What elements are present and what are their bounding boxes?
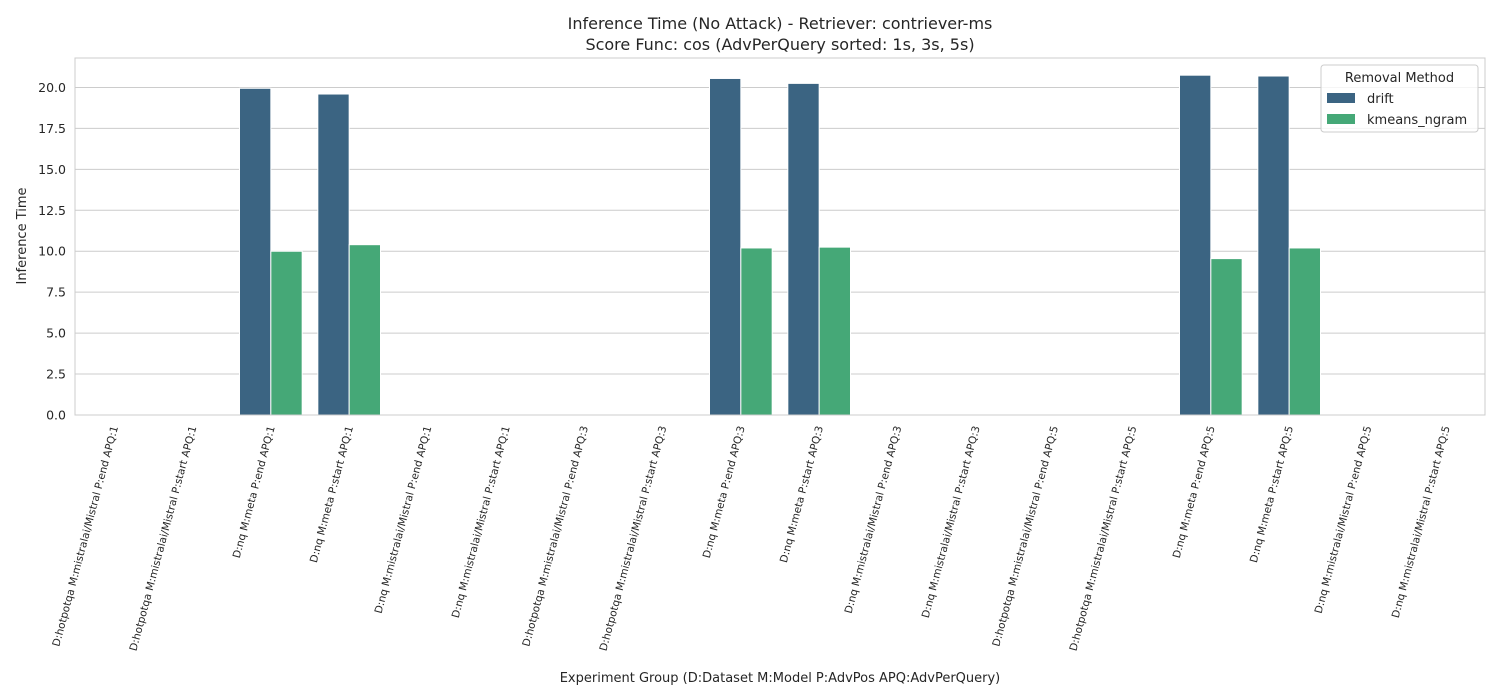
legend-swatch-drift: [1327, 93, 1355, 103]
y-tick-label: 7.5: [46, 285, 66, 300]
x-tick-label: D:hotpotqa M:mistralai/Mistral P:start A…: [598, 425, 670, 653]
x-tick-label: D:nq M:meta P:end APQ:3: [701, 425, 748, 560]
x-tick-label: D:nq M:meta P:end APQ:5: [1171, 425, 1218, 560]
x-tick-label: D:hotpotqa M:mistralai/Mistral P:end APQ…: [50, 425, 121, 648]
bar-drift: [317, 93, 350, 416]
y-tick-label: 12.5: [38, 203, 66, 218]
x-tick-label: D:hotpotqa M:mistralai/Mistral P:end APQ…: [990, 425, 1061, 648]
legend-swatch-kmeans-ngram: [1327, 114, 1355, 124]
bars: [239, 74, 1321, 416]
plot-frame: [74, 57, 1486, 416]
x-tick-label: D:nq M:meta P:end APQ:1: [231, 425, 278, 560]
chart-subtitle: Score Func: cos (AdvPerQuery sorted: 1s,…: [585, 35, 974, 54]
bar-kmeans-ngram: [1210, 258, 1243, 416]
legend-title: Removal Method: [1345, 71, 1454, 86]
y-tick-label: 20.0: [38, 80, 66, 95]
bar-drift: [709, 77, 742, 416]
bar-kmeans-ngram: [1288, 247, 1321, 416]
y-axis-label: Inference Time: [15, 187, 30, 284]
bar-kmeans-ngram: [740, 247, 773, 416]
x-tick-label: D:nq M:mistralai/Mistral P:start APQ:1: [450, 425, 513, 620]
y-tick-label: 17.5: [38, 121, 66, 136]
x-tick-label: D:hotpotqa M:mistralai/Mistral P:start A…: [1068, 425, 1140, 653]
chart-title: Inference Time (No Attack) - Retriever: …: [568, 14, 993, 33]
y-tick-labels: 0.0 2.5 5.0 7.5 10.0 12.5 15.0 17.5 20.0: [38, 80, 66, 423]
y-tick-label: 5.0: [46, 326, 66, 341]
bar-kmeans-ngram: [818, 246, 852, 416]
bar-kmeans-ngram: [270, 250, 303, 416]
x-tick-label: D:nq M:meta P:start APQ:3: [778, 425, 826, 564]
x-tick-label: D:nq M:mistralai/Mistral P:end APQ:5: [1313, 425, 1375, 615]
bar-drift: [1257, 75, 1290, 416]
x-axis-label: Experiment Group (D:Dataset M:Model P:Ad…: [560, 671, 1001, 686]
x-tick-label: D:nq M:meta P:start APQ:5: [1248, 425, 1296, 564]
legend-box: [1320, 64, 1479, 133]
y-tick-label: 2.5: [46, 367, 66, 382]
x-tick-label: D:nq M:mistralai/Mistral P:start APQ:5: [1390, 425, 1453, 620]
legend-label-drift: drift: [1367, 92, 1394, 107]
bar-drift: [239, 87, 272, 416]
x-tick-label: D:hotpotqa M:mistralai/Mistral P:end APQ…: [520, 425, 591, 648]
bar-drift: [1179, 74, 1212, 416]
x-tick-label: D:nq M:mistralai/Mistral P:end APQ:3: [843, 425, 905, 615]
x-tick-label: D:nq M:mistralai/Mistral P:end APQ:1: [373, 425, 435, 615]
x-tick-label: D:nq M:mistralai/Mistral P:start APQ:3: [920, 425, 983, 620]
legend: Removal Method drift kmeans_ngram: [1320, 64, 1479, 133]
legend-label-kmeans-ngram: kmeans_ngram: [1367, 113, 1467, 128]
x-tick-label: D:hotpotqa M:mistralai/Mistral P:start A…: [128, 425, 200, 653]
bar-drift: [787, 82, 820, 416]
grid-lines: [75, 86, 1485, 416]
bar-kmeans-ngram: [348, 244, 381, 416]
y-tick-label: 15.0: [38, 162, 66, 177]
y-tick-label: 0.0: [46, 408, 66, 423]
y-tick-label: 10.0: [38, 244, 66, 259]
x-tick-label: D:nq M:meta P:start APQ:1: [308, 425, 356, 564]
x-tick-labels: D:hotpotqa M:mistralai/Mistral P:end APQ…: [50, 425, 1452, 653]
